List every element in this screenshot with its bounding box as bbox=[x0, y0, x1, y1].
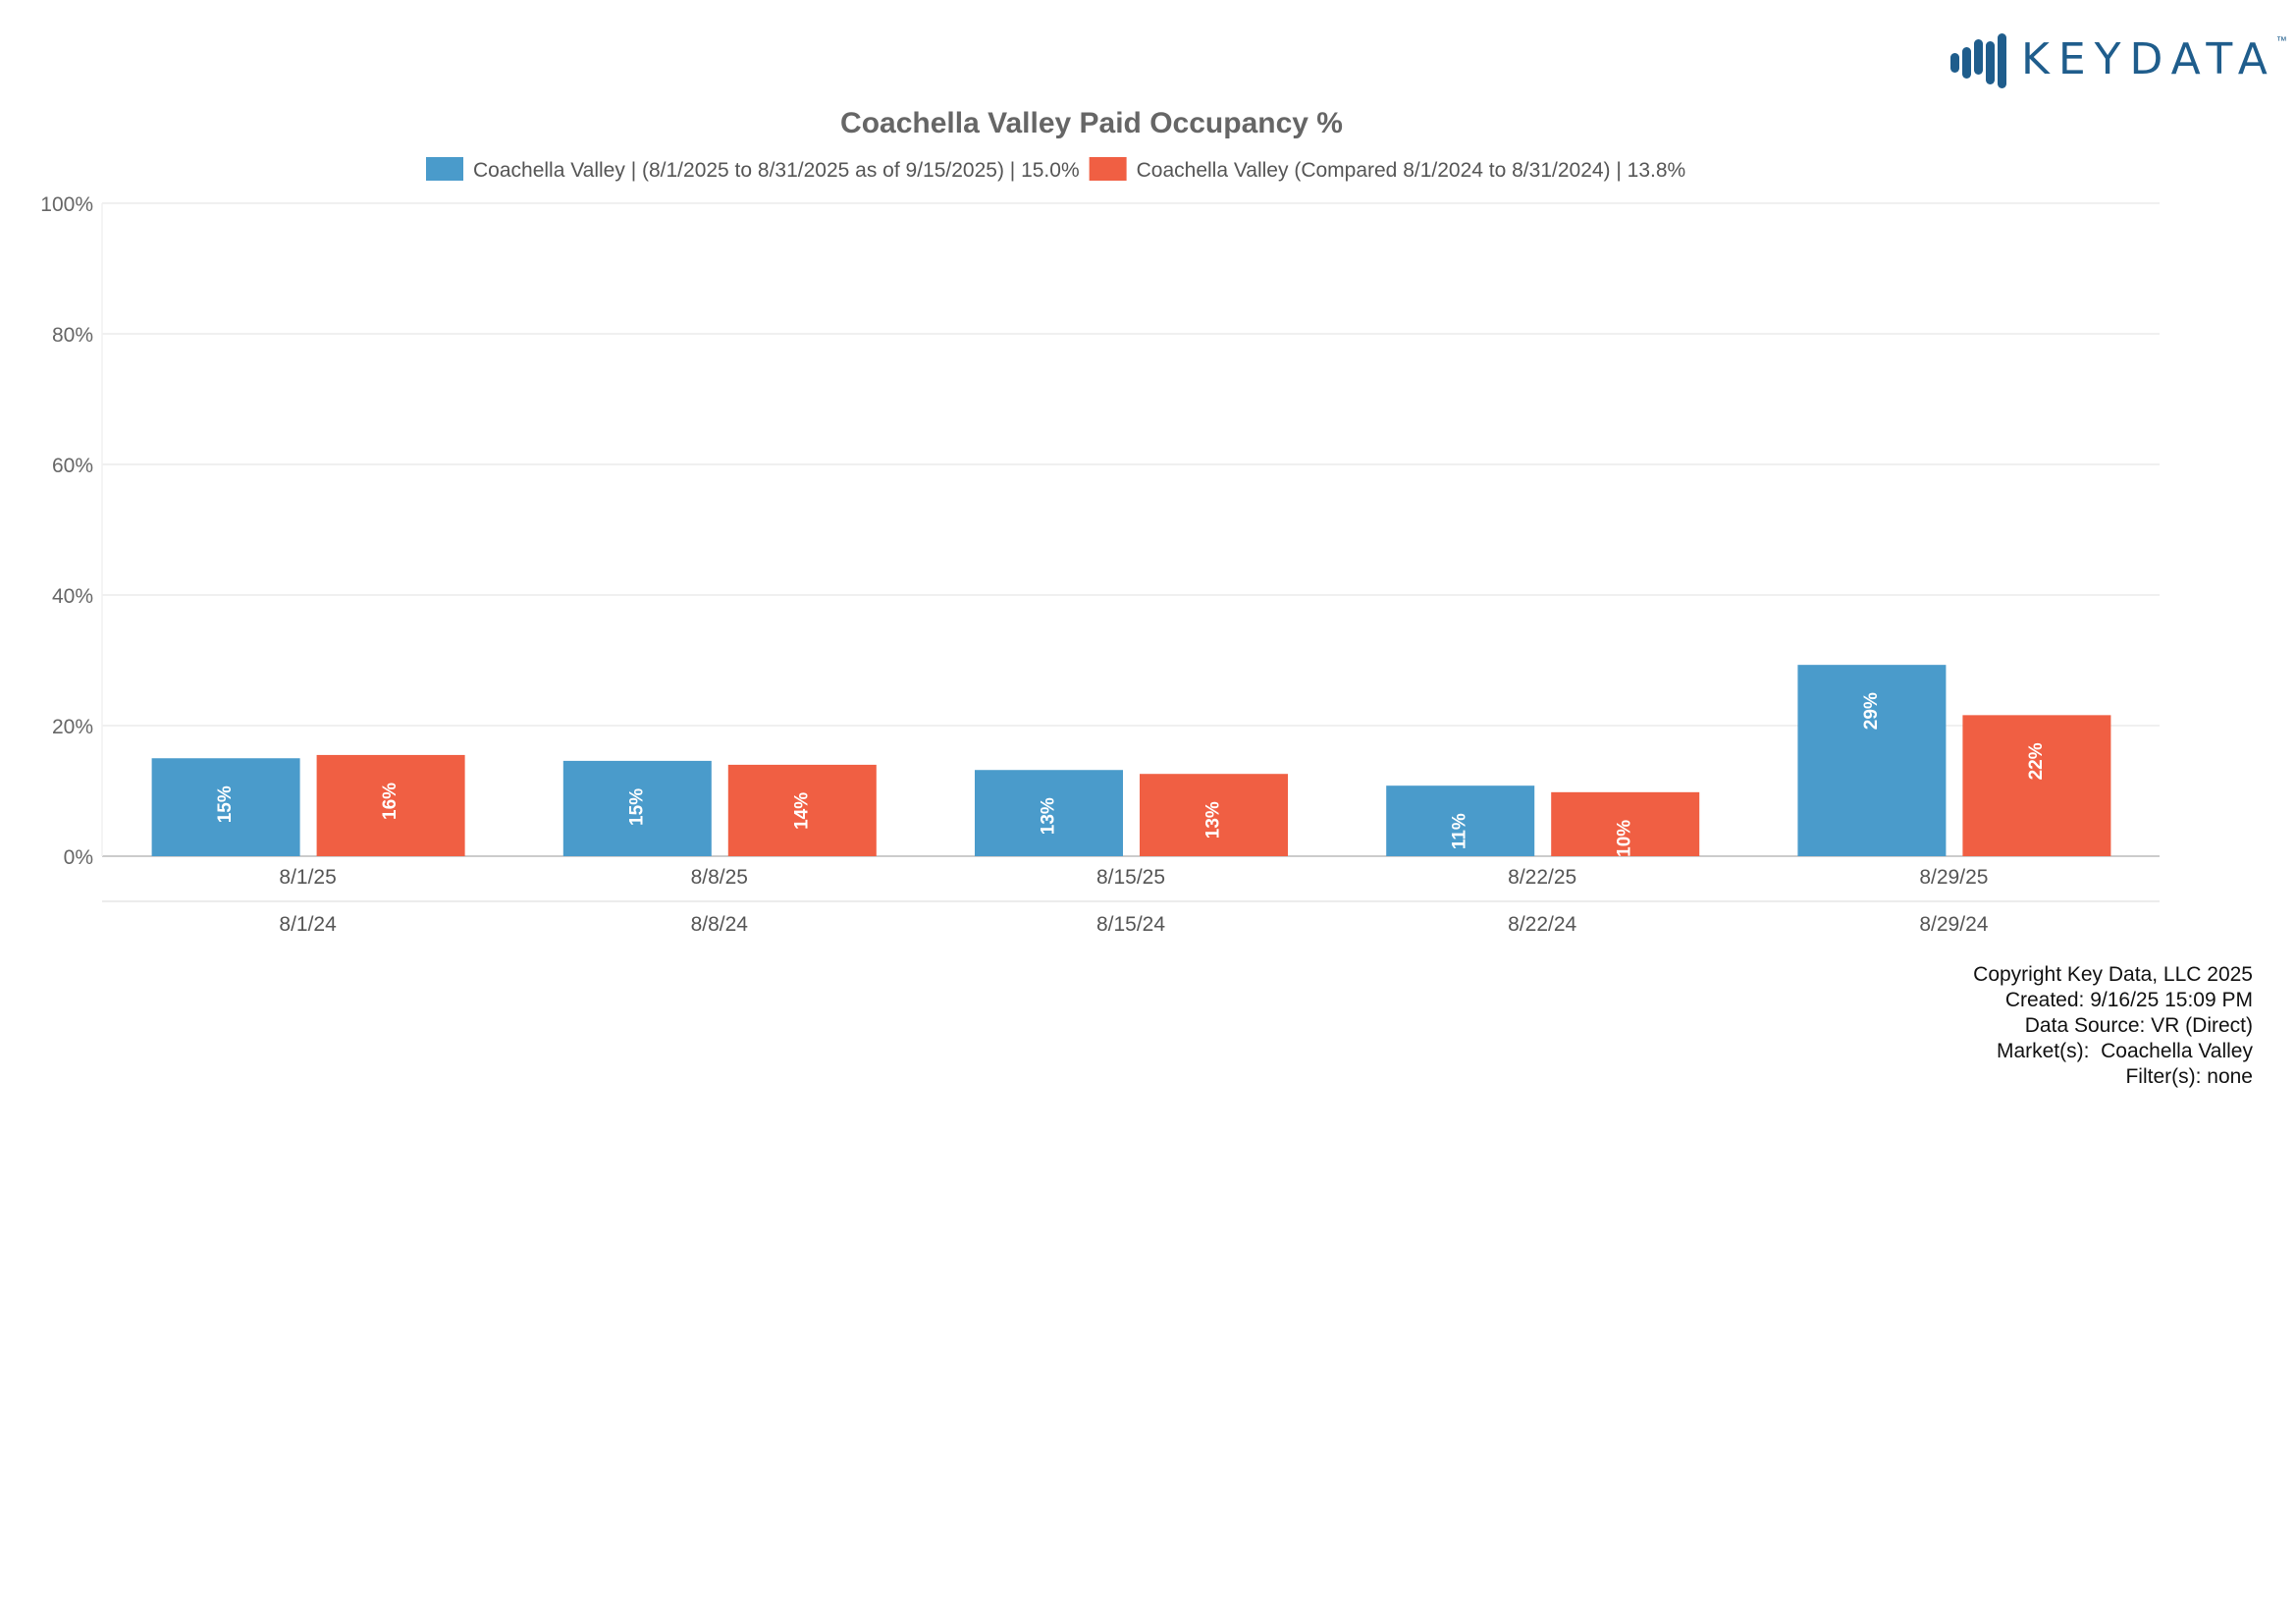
x-tick-label: 8/29/25 bbox=[1919, 866, 1988, 889]
data-label: 29% bbox=[1861, 692, 1882, 730]
logo-trademark: ™ bbox=[2275, 35, 2287, 47]
x-secondary-tick-label: 8/22/24 bbox=[1508, 913, 1576, 936]
x-tick-label: 8/1/25 bbox=[279, 866, 336, 889]
bar-current[interactable] bbox=[1797, 665, 1947, 856]
data-label: 11% bbox=[1450, 813, 1470, 849]
y-tick-label: 40% bbox=[52, 585, 93, 608]
y-tick-label: 20% bbox=[52, 716, 93, 738]
chart-title: Coachella Valley Paid Occupancy % bbox=[840, 107, 1343, 139]
bar-current[interactable] bbox=[151, 758, 300, 856]
x-secondary-tick-label: 8/29/24 bbox=[1919, 913, 1988, 936]
bar-chart: Coachella Valley Paid Occupancy % Coache… bbox=[40, 107, 2160, 936]
y-tick-label: 100% bbox=[40, 193, 93, 216]
bar-current[interactable] bbox=[975, 770, 1123, 856]
data-label: 13% bbox=[1203, 801, 1224, 839]
bar-current[interactable] bbox=[1386, 785, 1535, 856]
footer-markets: Market(s): Coachella Valley bbox=[1996, 1040, 2253, 1062]
data-label: 16% bbox=[380, 783, 400, 820]
footer-created: Created: 9/16/25 15:09 PM bbox=[2004, 989, 2253, 1011]
x-secondary-tick-label: 8/8/24 bbox=[691, 913, 749, 936]
legend-item[interactable]: Coachella Valley (Compared 8/1/2024 to 8… bbox=[1089, 157, 1686, 182]
y-tick-label: 0% bbox=[64, 846, 93, 869]
bar-compared[interactable] bbox=[1140, 774, 1288, 856]
x-secondary-tick-label: 8/15/24 bbox=[1096, 913, 1165, 936]
bar-compared[interactable] bbox=[727, 764, 877, 856]
legend-item[interactable]: Coachella Valley | (8/1/2025 to 8/31/202… bbox=[426, 157, 1080, 182]
x-secondary-tick-label: 8/1/24 bbox=[279, 913, 337, 936]
footer-copyright: Copyright Key Data, LLC 2025 bbox=[1973, 963, 2253, 986]
data-label: 15% bbox=[215, 785, 236, 823]
y-tick-label: 80% bbox=[52, 324, 93, 347]
footer-filters: Filter(s): none bbox=[2125, 1065, 2253, 1088]
data-label: 14% bbox=[791, 792, 812, 830]
bar-compared[interactable] bbox=[1962, 715, 2111, 856]
keydata-logo: KEYDATA ™ bbox=[1949, 29, 2287, 88]
legend: Coachella Valley | (8/1/2025 to 8/31/202… bbox=[426, 157, 1685, 182]
x-tick-label: 8/22/25 bbox=[1508, 866, 1576, 889]
legend-swatch bbox=[1089, 157, 1127, 181]
logo-bars-icon bbox=[1950, 33, 2006, 88]
data-label: 22% bbox=[2026, 742, 2047, 780]
legend-label: Coachella Valley (Compared 8/1/2024 to 8… bbox=[1137, 159, 1686, 182]
x-tick-label: 8/8/25 bbox=[691, 866, 748, 889]
y-tick-label: 60% bbox=[52, 455, 93, 477]
bar-compared[interactable] bbox=[1551, 791, 1700, 856]
footer-data-source: Data Source: VR (Direct) bbox=[2024, 1014, 2253, 1037]
bar-compared[interactable] bbox=[316, 754, 465, 856]
legend-label: Coachella Valley | (8/1/2025 to 8/31/202… bbox=[473, 159, 1080, 182]
logo-text: KEYDATA bbox=[2021, 33, 2276, 84]
footer-info: Copyright Key Data, LLC 2025 Created: 9/… bbox=[1973, 962, 2253, 1090]
data-label: 15% bbox=[626, 788, 647, 826]
legend-swatch bbox=[426, 157, 463, 181]
data-label: 13% bbox=[1039, 797, 1059, 835]
bar-current[interactable] bbox=[562, 760, 712, 856]
x-tick-label: 8/15/25 bbox=[1096, 866, 1165, 889]
data-label: 10% bbox=[1615, 820, 1635, 857]
